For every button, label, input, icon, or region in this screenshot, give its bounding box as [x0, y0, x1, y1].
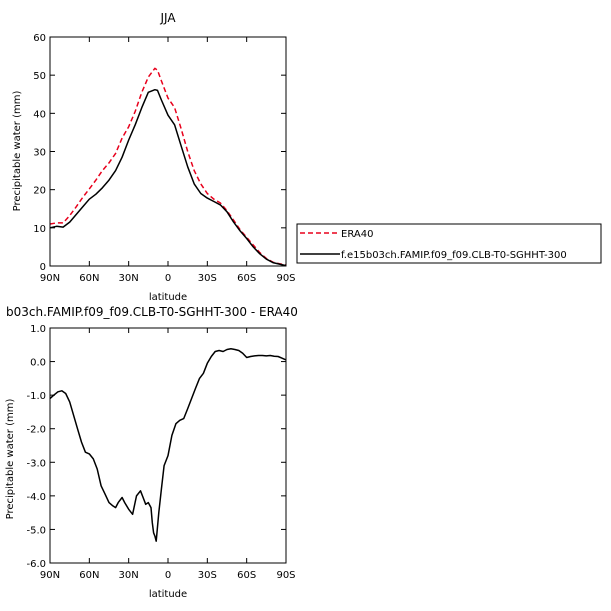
- bottom-panel-y-tick-label: 0.0: [30, 358, 46, 369]
- top-panel-x-tick-label: 90N: [40, 273, 60, 284]
- top-panel-x-tick-label: 30S: [198, 273, 217, 284]
- bottom-panel-y-tick-label: -5.0: [26, 525, 46, 536]
- top-panel-y-tick-label: 10: [33, 224, 46, 235]
- top-panel-title: JJA: [159, 11, 176, 25]
- top-panel-x-axis-label: latitude: [149, 292, 187, 303]
- top-panel-series-era40-line: [49, 67, 287, 266]
- top-panel-frame: [49, 36, 287, 267]
- top-panel-y-axis-label: Precipitable water (mm): [12, 91, 23, 212]
- top-panel-series: [49, 67, 287, 267]
- bottom-panel-x-tick-label: 90N: [40, 570, 60, 581]
- bottom-panel-x-tick-label: 90S: [276, 570, 295, 581]
- bottom-panel-y-tick-label: -3.0: [26, 458, 46, 469]
- bottom-panel-x-tick-label: 60N: [79, 570, 99, 581]
- bottom-panel-y-tick-label: -4.0: [26, 492, 46, 503]
- bottom-panel-x-tick-label: 30N: [119, 570, 139, 581]
- top-panel-x-tick-label: 90S: [276, 273, 295, 284]
- top-panel-y-tick-label: 60: [33, 33, 46, 44]
- bottom-panel-series-difference-line: [49, 348, 287, 542]
- bottom-panel-x-tick-label: 0: [165, 570, 171, 581]
- bottom-panel-y-tick-label: -2.0: [26, 425, 46, 436]
- top-panel-y-tick-label: 30: [33, 148, 46, 159]
- bottom-panel-x-tick-label: 60S: [237, 570, 256, 581]
- top-panel-x-tick-label: 0: [165, 273, 171, 284]
- legend-box: [296, 223, 602, 264]
- top-panel-y-tick-label: 40: [33, 109, 46, 120]
- legend-label-era40: ERA40: [341, 229, 373, 240]
- top-panel-y-tick-label: 0: [40, 262, 46, 273]
- bottom-panel-x-tick-label: 30S: [198, 570, 217, 581]
- top-panel: JJA Precipitable water (mm) latitude 0 10…: [12, 11, 296, 303]
- top-panel-y-tick-label: 50: [33, 71, 46, 82]
- top-panel-x-tick-label: 60N: [79, 273, 99, 284]
- top-panel-x-tick-label: 60S: [237, 273, 256, 284]
- bottom-panel-series: [49, 348, 287, 542]
- bottom-panel-ticks: -6.0 -5.0 -4.0 -3.0 -2.0 -1.0 0.0 1.0 90N 60N 30N 0…: [26, 324, 295, 581]
- top-panel-y-tick-label: 20: [33, 186, 46, 197]
- bottom-panel-y-axis-label: Precipitable water (mm): [5, 399, 16, 520]
- top-panel-ticks: 0 10 20 30 40 50 60 90N 60N 30N 0 30S 60S 90S: [33, 33, 295, 284]
- top-panel-x-tick-label: 30N: [119, 273, 139, 284]
- legend-label-model: f.e15b03ch.FAMIP.f09_f09.CLB-T0-SGHHT-30…: [341, 250, 567, 261]
- bottom-panel: b03ch.FAMIP.f09_f09.CLB-T0-SGHHT-300 - E…: [5, 305, 298, 600]
- bottom-panel-y-tick-label: -6.0: [26, 559, 46, 570]
- bottom-panel-frame: [49, 327, 287, 564]
- bottom-panel-y-tick-label: -1.0: [26, 391, 46, 402]
- bottom-panel-title: b03ch.FAMIP.f09_f09.CLB-T0-SGHHT-300 - E…: [6, 305, 298, 319]
- bottom-panel-y-tick-label: 1.0: [30, 324, 46, 335]
- bottom-panel-x-axis-label: latitude: [149, 589, 187, 600]
- legend: ERA40 f.e15b03ch.FAMIP.f09_f09.CLB-T0-SG…: [296, 223, 602, 264]
- top-panel-series-model-line: [49, 88, 287, 267]
